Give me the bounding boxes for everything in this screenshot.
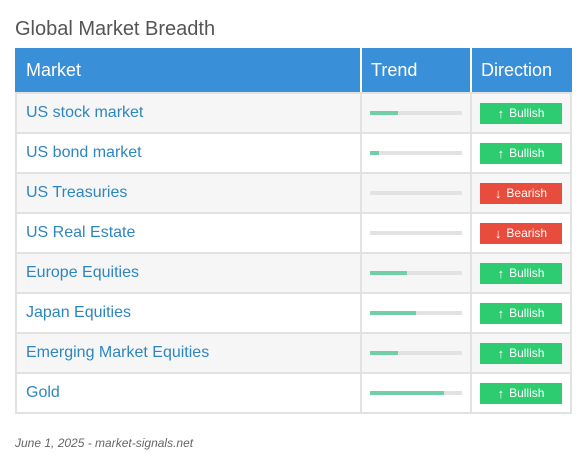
column-header-market[interactable]: Market <box>15 48 362 94</box>
market-name-link[interactable]: Gold <box>15 372 362 414</box>
direction-label: Bullish <box>509 146 545 160</box>
trend-cell <box>360 212 472 254</box>
direction-arrow-icon: ↑ <box>497 345 505 361</box>
page-title: Global Market Breadth <box>15 18 216 41</box>
footer-note: June 1, 2025 - market-signals.net <box>15 436 194 450</box>
direction-badge: ↑ Bullish <box>480 102 562 124</box>
direction-label: Bullish <box>509 346 545 360</box>
table-row: Japan Equities ↑ Bullish <box>15 292 572 334</box>
direction-arrow-icon: ↓ <box>494 185 502 201</box>
column-header-direction[interactable]: Direction <box>470 48 572 94</box>
table-row: US Real Estate ↓ Bearish <box>15 212 572 254</box>
trend-cell <box>360 372 472 414</box>
trend-bar-fill <box>370 311 416 315</box>
trend-cell <box>360 172 472 214</box>
trend-cell <box>360 92 472 134</box>
table-row: US Treasuries ↓ Bearish <box>15 172 572 214</box>
direction-label: Bearish <box>506 226 548 240</box>
direction-arrow-icon: ↑ <box>497 105 505 121</box>
direction-badge: ↑ Bullish <box>480 382 562 404</box>
market-name-link[interactable]: US Treasuries <box>15 172 362 214</box>
direction-arrow-icon: ↑ <box>497 265 505 281</box>
direction-cell: ↑ Bullish <box>470 92 572 134</box>
market-name-link[interactable]: US stock market <box>15 92 362 134</box>
direction-badge: ↑ Bullish <box>480 342 562 364</box>
direction-arrow-icon: ↑ <box>497 385 505 401</box>
direction-cell: ↓ Bearish <box>470 212 572 254</box>
market-name-link[interactable]: Europe Equities <box>15 252 362 294</box>
direction-label: Bullish <box>509 386 545 400</box>
table-body: US stock market ↑ Bullish US bond market … <box>15 92 572 414</box>
direction-badge: ↑ Bullish <box>480 262 562 284</box>
trend-bar <box>370 231 462 235</box>
market-name-link[interactable]: Emerging Market Equities <box>15 332 362 374</box>
direction-label: Bullish <box>509 106 545 120</box>
table-row: US bond market ↑ Bullish <box>15 132 572 174</box>
trend-cell <box>360 332 472 374</box>
direction-arrow-icon: ↓ <box>494 225 502 241</box>
table-row: Gold ↑ Bullish <box>15 372 572 414</box>
direction-arrow-icon: ↑ <box>497 305 505 321</box>
direction-label: Bullish <box>509 266 545 280</box>
trend-bar <box>370 351 462 355</box>
direction-badge: ↑ Bullish <box>480 302 562 324</box>
trend-bar <box>370 111 462 115</box>
direction-cell: ↑ Bullish <box>470 332 572 374</box>
table-row: Europe Equities ↑ Bullish <box>15 252 572 294</box>
direction-cell: ↑ Bullish <box>470 252 572 294</box>
trend-bar <box>370 191 462 195</box>
trend-cell <box>360 292 472 334</box>
market-name-link[interactable]: US Real Estate <box>15 212 362 254</box>
direction-label: Bearish <box>506 186 548 200</box>
trend-bar <box>370 271 462 275</box>
trend-cell <box>360 132 472 174</box>
table-row: US stock market ↑ Bullish <box>15 92 572 134</box>
trend-bar-fill <box>370 151 380 155</box>
direction-label: Bullish <box>509 306 545 320</box>
direction-arrow-icon: ↑ <box>497 145 505 161</box>
trend-cell <box>360 252 472 294</box>
trend-bar-fill <box>370 351 398 355</box>
trend-bar-fill <box>370 391 444 395</box>
column-header-trend[interactable]: Trend <box>360 48 472 94</box>
direction-cell: ↑ Bullish <box>470 132 572 174</box>
table-header-row: Market Trend Direction <box>15 48 572 94</box>
direction-cell: ↓ Bearish <box>470 172 572 214</box>
trend-bar <box>370 311 462 315</box>
trend-bar <box>370 151 462 155</box>
trend-bar-fill <box>370 271 407 275</box>
direction-cell: ↑ Bullish <box>470 292 572 334</box>
table-row: Emerging Market Equities ↑ Bullish <box>15 332 572 374</box>
market-name-link[interactable]: US bond market <box>15 132 362 174</box>
direction-badge: ↓ Bearish <box>480 182 562 204</box>
market-breadth-table: Market Trend Direction US stock market ↑… <box>15 48 572 414</box>
direction-cell: ↑ Bullish <box>470 372 572 414</box>
direction-badge: ↓ Bearish <box>480 222 562 244</box>
trend-bar <box>370 391 462 395</box>
market-name-link[interactable]: Japan Equities <box>15 292 362 334</box>
direction-badge: ↑ Bullish <box>480 142 562 164</box>
trend-bar-fill <box>370 111 398 115</box>
